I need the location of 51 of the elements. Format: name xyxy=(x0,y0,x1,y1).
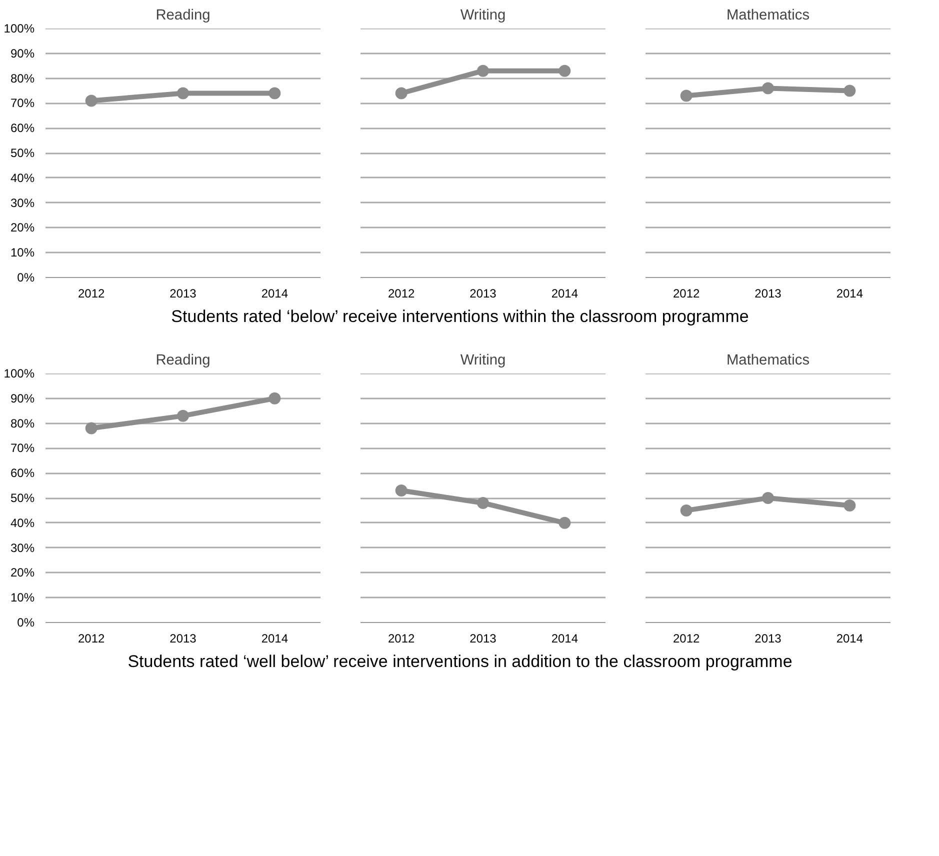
text: Students rated ‘below’ receive interventions within the classroom programme xyxy=(171,306,749,328)
x-tick-label: 2013 xyxy=(170,632,197,646)
chart-title: Writing xyxy=(460,352,506,369)
y-tick-label: 100% xyxy=(4,366,35,381)
y-tick-label: 0% xyxy=(17,616,35,630)
point xyxy=(177,410,189,422)
text: Students rated ‘well below’ receive interventions in addition to the classroom programme xyxy=(128,651,792,674)
x-tick-label: 2013 xyxy=(470,286,497,300)
y-tick-label: 10% xyxy=(10,590,35,605)
y-tick-label: 10% xyxy=(10,246,35,260)
x-tick-label: 2014 xyxy=(836,632,864,646)
y-tick-label: 70% xyxy=(10,441,35,456)
x-tick-label: 2012 xyxy=(78,286,106,300)
y-tick-label: 30% xyxy=(10,541,35,556)
x-tick-label: 2014 xyxy=(261,632,288,646)
y-tick-label: 70% xyxy=(10,96,35,110)
x-tick-label: 2014 xyxy=(836,286,864,300)
x-tick-label: 2014 xyxy=(551,632,578,646)
x-tick-label: 2013 xyxy=(170,286,197,300)
x-tick-label: 2012 xyxy=(388,286,416,300)
x-tick-label: 2013 xyxy=(754,286,782,300)
y-tick-label: 30% xyxy=(10,196,35,210)
x-tick-label: 2012 xyxy=(78,632,106,646)
y-tick-label: 90% xyxy=(10,46,35,60)
y-tick-label: 80% xyxy=(10,416,35,431)
y-tick-label: 50% xyxy=(10,491,35,506)
x-tick-label: 2012 xyxy=(672,286,700,300)
y-tick-label: 60% xyxy=(10,121,35,136)
y-tick-label: 20% xyxy=(10,566,35,580)
x-tick-label: 2013 xyxy=(754,632,782,646)
x-tick-label: 2014 xyxy=(551,286,578,300)
chart-title: Reading xyxy=(156,8,210,24)
x-tick-label: 2012 xyxy=(672,632,700,646)
y-tick-label: 60% xyxy=(10,466,35,480)
y-tick-label: 90% xyxy=(10,392,35,406)
chart-title: Writing xyxy=(460,8,506,24)
chart-title: Mathematics xyxy=(726,352,810,369)
y-tick-label: 20% xyxy=(10,220,35,235)
y-tick-label: 0% xyxy=(17,270,35,284)
y-tick-label: 40% xyxy=(10,516,35,530)
chart-title: Mathematics xyxy=(726,8,810,24)
y-tick-label: 100% xyxy=(4,22,35,36)
point xyxy=(268,392,281,405)
y-tick-label: 50% xyxy=(10,146,35,160)
x-tick-label: 2013 xyxy=(470,632,497,646)
x-tick-label: 2012 xyxy=(388,632,416,646)
point xyxy=(85,422,98,435)
chart-title: Reading xyxy=(156,352,210,369)
y-tick-label: 40% xyxy=(10,170,35,185)
x-tick-label: 2014 xyxy=(261,286,288,300)
y-tick-label: 80% xyxy=(10,71,35,86)
